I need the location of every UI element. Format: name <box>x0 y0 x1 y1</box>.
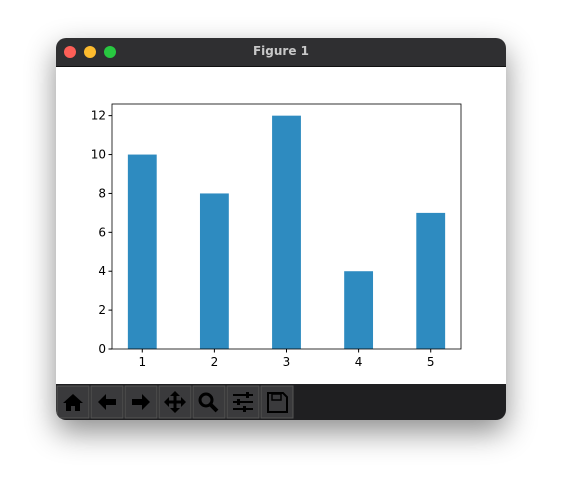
save-button[interactable] <box>260 385 294 419</box>
plot-frame <box>111 103 462 350</box>
y-tick-label: 4 <box>98 264 106 278</box>
y-tick-label: 8 <box>98 186 106 200</box>
x-tick-label: 4 <box>355 355 363 369</box>
bar <box>416 212 446 349</box>
bar <box>272 115 301 349</box>
bar <box>199 193 229 349</box>
y-tick-label: 2 <box>98 303 106 317</box>
toolbar-icons <box>56 385 294 419</box>
window-title: Figure 1 <box>252 44 310 58</box>
title-bar: Figure 1 <box>56 38 506 67</box>
x-tick-label: 1 <box>138 355 146 369</box>
y-tick-label: 10 <box>91 148 106 162</box>
minimize-button[interactable] <box>84 46 96 58</box>
x-tick-label: 3 <box>283 355 291 369</box>
bar <box>127 154 157 349</box>
zoom-tool-button[interactable] <box>192 385 226 419</box>
close-button[interactable] <box>64 46 76 58</box>
y-tick-label: 0 <box>98 342 106 356</box>
x-tick-label: 5 <box>427 355 435 369</box>
toolbar <box>56 384 506 420</box>
y-tick-label: 6 <box>98 225 106 239</box>
y-tick-label: 12 <box>91 109 106 123</box>
bar <box>344 271 374 349</box>
zoom-button[interactable] <box>104 46 116 58</box>
window: Figure 1 0 2 4 6 8 10 12 1 2 3 4 5 <box>56 38 506 420</box>
x-tick-label: 2 <box>211 355 219 369</box>
